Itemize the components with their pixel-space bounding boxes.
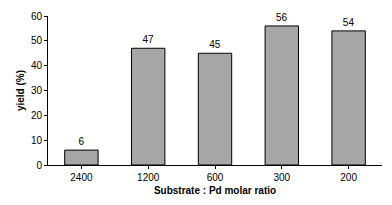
svg-text:200: 200 — [340, 172, 357, 183]
svg-text:54: 54 — [343, 17, 355, 28]
svg-text:40: 40 — [31, 60, 43, 71]
svg-text:20: 20 — [31, 110, 43, 121]
svg-text:300: 300 — [273, 172, 290, 183]
svg-text:50: 50 — [31, 35, 43, 46]
svg-text:yield (%): yield (%) — [15, 70, 26, 111]
svg-text:60: 60 — [31, 11, 43, 22]
svg-text:10: 10 — [31, 135, 43, 146]
svg-text:2400: 2400 — [70, 172, 93, 183]
svg-text:47: 47 — [142, 34, 154, 45]
svg-text:30: 30 — [31, 85, 43, 96]
svg-text:45: 45 — [209, 39, 221, 50]
svg-text:0: 0 — [36, 160, 42, 171]
svg-text:1200: 1200 — [137, 172, 160, 183]
svg-text:Substrate : Pd molar ratio: Substrate : Pd molar ratio — [154, 185, 276, 196]
svg-text:6: 6 — [78, 136, 84, 147]
svg-text:56: 56 — [276, 12, 288, 23]
svg-text:600: 600 — [207, 172, 224, 183]
